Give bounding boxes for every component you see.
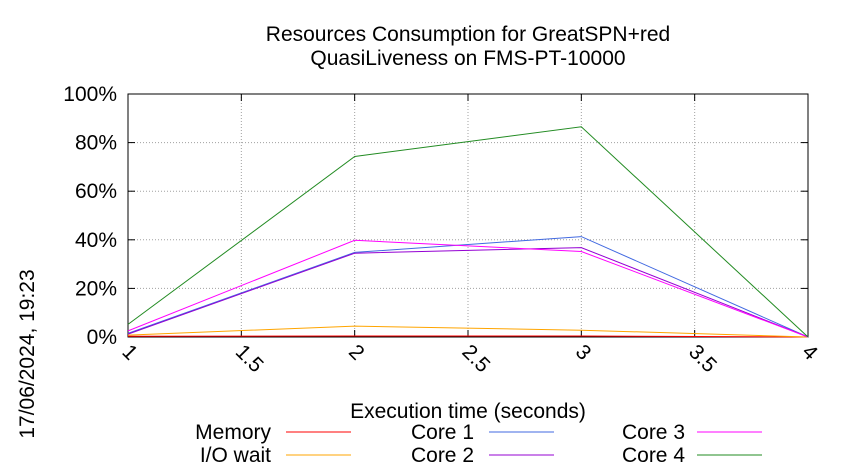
chart-title-line2: QuasiLiveness on FMS-PT-10000: [310, 47, 625, 70]
y-tick-label: 100%: [63, 83, 117, 106]
legend-label-i-o-wait: I/O wait: [200, 444, 271, 467]
grid: [128, 94, 808, 337]
y-axis: 0% 20% 40% 60% 80% 100%: [63, 83, 808, 349]
y-tick-label: 80%: [75, 132, 117, 155]
series-line-core-1: [127, 236, 809, 338]
y-tick-label: 0%: [87, 326, 117, 349]
series-line-core-3: [127, 239, 809, 338]
legend-label-core-4: Core 4: [622, 444, 685, 467]
series-line-core-4: [127, 126, 809, 338]
y-tick-label: 20%: [75, 277, 117, 300]
series-lines: [127, 126, 809, 338]
series-line-core-2: [127, 247, 809, 338]
x-tick-label: 2: [344, 340, 369, 365]
chart-title-line1: Resources Consumption for GreatSPN+red: [266, 23, 670, 46]
y-tick-label: 40%: [75, 229, 117, 252]
legend-label-core-1: Core 1: [411, 421, 474, 444]
x-tick-label: 3.5: [684, 340, 721, 377]
x-tick-label: 1: [117, 340, 142, 365]
x-axis-label: Execution time (seconds): [350, 400, 586, 423]
legend-label-memory: Memory: [195, 421, 271, 444]
x-tick-label: 4: [797, 340, 822, 365]
series-line-memory: [127, 335, 809, 338]
x-tick-label: 2.5: [457, 340, 494, 377]
x-tick-label: 3: [571, 340, 596, 365]
side-timestamp-label: 17/06/2024, 19:23: [16, 269, 39, 438]
x-tick-label: 1.5: [231, 340, 268, 377]
legend-label-core-3: Core 3: [622, 421, 685, 444]
legend-label-core-2: Core 2: [411, 444, 474, 467]
y-tick-label: 60%: [75, 180, 117, 203]
series-line-i-o-wait: [127, 325, 809, 338]
